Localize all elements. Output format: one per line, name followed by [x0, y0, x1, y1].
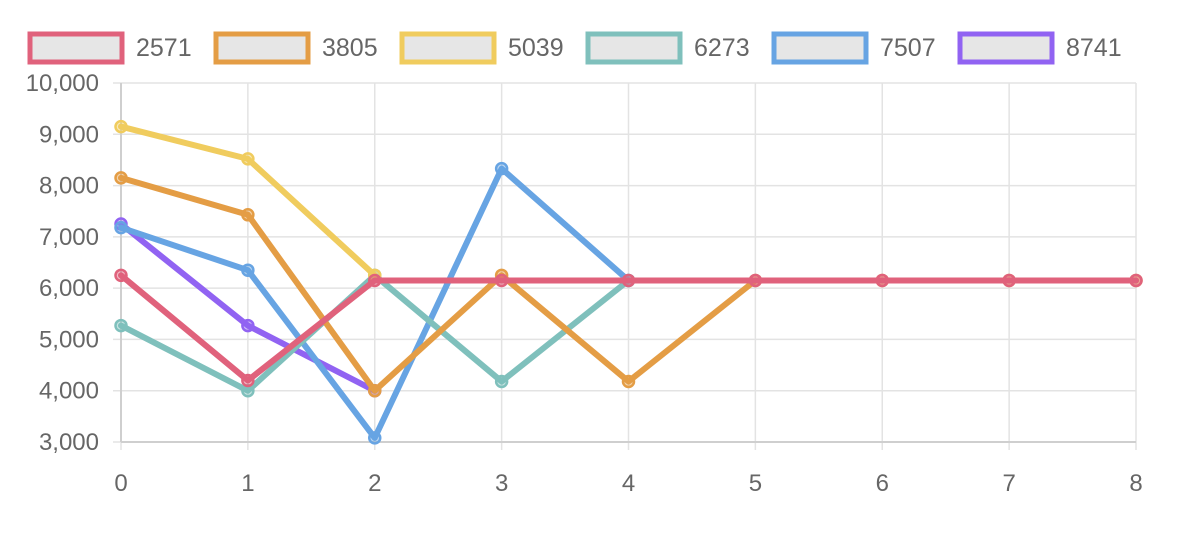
legend-label: 3805 — [322, 34, 378, 62]
legend-swatch — [957, 31, 1055, 65]
legend-label: 2571 — [136, 34, 192, 62]
legend-item-3805[interactable]: 3805 — [213, 31, 378, 65]
legend-swatch — [213, 31, 311, 65]
y-axis: 3,000 4,000 5,000 6,000 7,000 8,000 9,000 10,00… — [26, 70, 99, 456]
series-2571 — [114, 268, 1143, 388]
legend-label: 7507 — [880, 34, 936, 62]
y-tick-label: 6,000 — [39, 275, 99, 302]
x-tick-label: 6 — [876, 470, 889, 497]
legend-item-6273[interactable]: 6273 — [585, 31, 750, 65]
series-line — [118, 221, 378, 394]
data-point[interactable] — [494, 161, 509, 176]
data-point[interactable] — [241, 318, 255, 333]
legend-swatch — [771, 31, 869, 65]
legend-label: 5039 — [508, 34, 564, 62]
legend-label: 8741 — [1066, 34, 1122, 62]
legend-swatch — [399, 31, 497, 65]
data-point[interactable] — [368, 383, 382, 398]
x-axis: 0 1 2 3 4 5 6 7 8 — [114, 470, 1142, 497]
series-layer — [114, 119, 1143, 445]
data-point[interactable] — [368, 431, 382, 445]
legend: 2571 3805 5039 6273 7507 8741 — [27, 31, 1122, 65]
x-tick-label: 4 — [622, 470, 635, 497]
y-tick-label: 7,000 — [39, 224, 99, 251]
legend-swatch — [585, 31, 683, 65]
data-point[interactable] — [241, 208, 255, 222]
series-line — [118, 272, 1139, 384]
legend-item-5039[interactable]: 5039 — [399, 31, 564, 65]
data-point[interactable] — [875, 273, 889, 288]
data-point[interactable] — [621, 374, 636, 389]
legend-label: 6273 — [694, 34, 750, 62]
legend-item-2571[interactable]: 2571 — [27, 31, 192, 65]
data-point[interactable] — [114, 318, 128, 333]
x-tick-label: 5 — [749, 470, 762, 497]
data-point[interactable] — [241, 373, 255, 388]
y-tick-label: 5,000 — [39, 326, 99, 353]
x-tick-label: 2 — [368, 470, 381, 497]
legend-swatch — [27, 31, 125, 65]
data-point[interactable] — [494, 273, 509, 288]
y-tick-label: 9,000 — [39, 121, 99, 148]
data-point[interactable] — [1129, 273, 1143, 288]
data-point[interactable] — [114, 171, 128, 185]
y-tick-label: 3,000 — [39, 429, 99, 456]
legend-item-8741[interactable]: 8741 — [957, 31, 1122, 65]
x-tick-label: 8 — [1129, 470, 1142, 497]
series-line — [118, 165, 632, 441]
data-point[interactable] — [114, 119, 128, 134]
data-point[interactable] — [748, 273, 763, 288]
y-tick-label: 8,000 — [39, 173, 99, 200]
data-point[interactable] — [241, 152, 255, 166]
data-point[interactable] — [368, 273, 382, 288]
data-point[interactable] — [1002, 273, 1016, 288]
x-tick-label: 1 — [241, 470, 254, 497]
x-tick-label: 7 — [1002, 470, 1015, 497]
series-line — [118, 123, 378, 279]
data-point[interactable] — [114, 220, 128, 235]
y-tick-label: 10,000 — [26, 70, 99, 97]
legend-item-7507[interactable]: 7507 — [771, 31, 936, 65]
x-tick-label: 3 — [495, 470, 508, 497]
data-point[interactable] — [494, 374, 509, 389]
data-point[interactable] — [621, 273, 636, 288]
data-point[interactable] — [241, 263, 255, 277]
grid — [113, 82, 1137, 450]
x-tick-label: 0 — [114, 470, 127, 497]
data-point[interactable] — [114, 268, 128, 283]
y-tick-label: 4,000 — [39, 378, 99, 405]
